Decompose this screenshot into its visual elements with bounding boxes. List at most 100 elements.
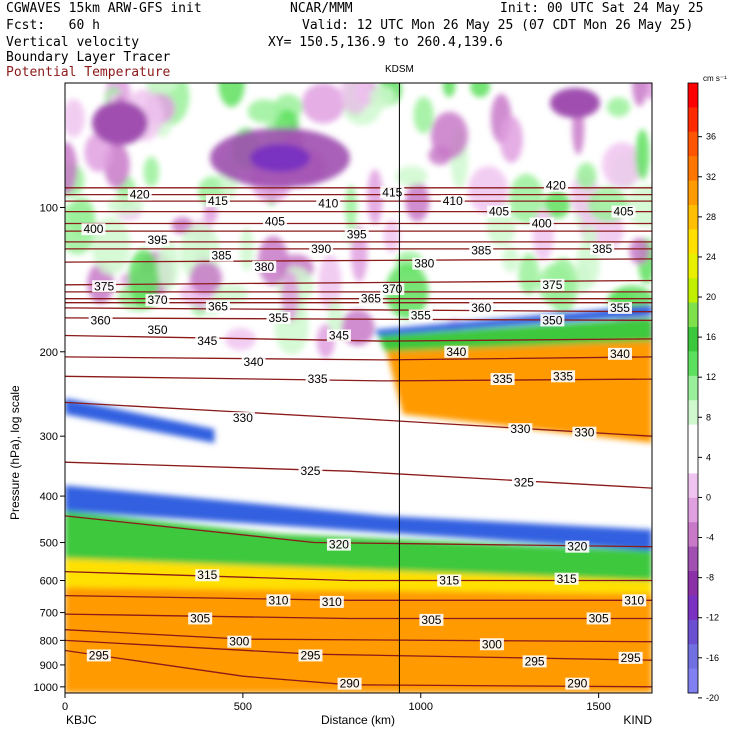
theta-label-385: 385 bbox=[212, 249, 232, 263]
theta-label-360: 360 bbox=[471, 301, 491, 315]
theta-label-bg bbox=[543, 179, 568, 192]
theta-contour-315 bbox=[65, 570, 652, 582]
theta-label-bg bbox=[127, 188, 152, 201]
theta-label-350: 350 bbox=[542, 313, 562, 327]
theta-label-bg bbox=[86, 649, 111, 662]
colorbar-swatch bbox=[688, 619, 698, 645]
theta-label-310: 310 bbox=[322, 595, 342, 609]
vv-cell bbox=[368, 85, 396, 109]
theta-contour-345 bbox=[65, 334, 652, 342]
theta-label-405: 405 bbox=[614, 205, 634, 219]
y-tick-label-900: 900 bbox=[40, 660, 58, 672]
vv-cell bbox=[344, 185, 358, 229]
vv-cell bbox=[92, 101, 148, 145]
theta-label-305: 305 bbox=[589, 611, 609, 625]
theta-label-405: 405 bbox=[265, 215, 285, 229]
theta-label-335: 335 bbox=[493, 372, 513, 386]
theta-label-395: 395 bbox=[147, 233, 167, 247]
vv-cell bbox=[203, 202, 218, 225]
theta-label-bg bbox=[188, 612, 213, 625]
theta-label-315: 315 bbox=[197, 568, 217, 582]
theta-label-bg bbox=[88, 314, 113, 327]
theta-label-335: 335 bbox=[308, 372, 328, 386]
colorbar-swatch bbox=[688, 375, 698, 401]
theta-label-420: 420 bbox=[546, 179, 566, 193]
vv-cell bbox=[218, 83, 245, 107]
theta-label-bg bbox=[479, 638, 504, 651]
theta-label-305: 305 bbox=[421, 613, 441, 627]
theta-label-345: 345 bbox=[329, 329, 349, 343]
theta-label-bg bbox=[298, 649, 323, 662]
vv-cell bbox=[395, 166, 428, 187]
theta-label-bg bbox=[266, 311, 291, 324]
theta-label-bg bbox=[380, 186, 405, 199]
y-tick-label-400: 400 bbox=[40, 491, 58, 503]
theta-label-320: 320 bbox=[329, 538, 349, 552]
colorbar-swatch bbox=[688, 229, 698, 255]
theta-label-bg bbox=[195, 569, 220, 582]
theta-label-bg bbox=[607, 301, 632, 314]
x-axis-title: Distance (km) bbox=[321, 713, 395, 727]
colorbar-label-4: 4 bbox=[706, 452, 711, 462]
theta-label-385: 385 bbox=[471, 244, 491, 258]
theta-label-410: 410 bbox=[443, 194, 463, 208]
vv-cell bbox=[602, 142, 643, 188]
colorbar-label--20: -20 bbox=[706, 693, 719, 703]
x-tick-label-1500: 1500 bbox=[586, 701, 610, 713]
x-tick-label-500: 500 bbox=[234, 701, 252, 713]
y-tick-label-100: 100 bbox=[40, 202, 58, 214]
theta-label-370: 370 bbox=[382, 282, 402, 296]
theta-label-bg bbox=[444, 345, 469, 358]
theta-label-385: 385 bbox=[592, 242, 612, 256]
theta-label-365: 365 bbox=[208, 300, 228, 314]
theta-label-355: 355 bbox=[411, 308, 431, 322]
colorbar-swatch bbox=[688, 522, 698, 548]
vv-cell bbox=[430, 111, 469, 160]
theta-label-305: 305 bbox=[190, 611, 210, 625]
theta-label-bg bbox=[266, 594, 291, 607]
colorbar-swatch bbox=[688, 571, 698, 596]
theta-label-bg bbox=[305, 373, 330, 386]
y-tick-label-500: 500 bbox=[40, 538, 58, 550]
theta-label-bg bbox=[440, 195, 465, 208]
colorbar-label-24: 24 bbox=[706, 252, 716, 262]
theta-label-bg bbox=[145, 234, 170, 247]
theta-label-395: 395 bbox=[347, 228, 367, 242]
vv-cell bbox=[385, 263, 429, 319]
theta-label-bg bbox=[92, 280, 117, 293]
theta-contour-330 bbox=[65, 401, 652, 437]
theta-label-bg bbox=[572, 426, 597, 439]
vv-cell bbox=[576, 162, 597, 190]
valid-time: Valid: 12 UTC Mon 26 May 25 (07 CDT Mon … bbox=[302, 18, 694, 33]
theta-label-315: 315 bbox=[439, 573, 459, 587]
colorbar-unit: cm s⁻¹ bbox=[703, 74, 727, 83]
theta-label-330: 330 bbox=[510, 422, 530, 436]
theta-label-290: 290 bbox=[567, 677, 587, 691]
colorbar-swatch bbox=[688, 278, 698, 304]
left-station-label: KBJC bbox=[66, 713, 97, 727]
vv-cell bbox=[499, 115, 523, 163]
theta-contour-labels: 290 290 295 295 295 295 300 300 305 305 305 310 310 3… bbox=[81, 179, 647, 691]
vv-cell bbox=[301, 83, 345, 124]
theta-label-bg bbox=[205, 300, 230, 313]
colorbar-label-0: 0 bbox=[706, 492, 711, 502]
band-lower bbox=[65, 558, 652, 594]
theta-label-375: 375 bbox=[94, 279, 114, 293]
band-upper bbox=[65, 398, 215, 444]
theta-contour-310 bbox=[65, 594, 652, 601]
theta-label-340: 340 bbox=[446, 345, 466, 359]
field-potential-temperature: Potential Temperature bbox=[6, 65, 171, 80]
vv-cell bbox=[250, 144, 310, 172]
vv-cell bbox=[128, 249, 160, 308]
colorbar-swatch bbox=[688, 644, 698, 670]
init-time: Init: 00 UTC Sat 24 May 25 bbox=[500, 1, 704, 16]
theta-label-365: 365 bbox=[361, 292, 381, 306]
station-marker-label: KDSM bbox=[385, 64, 414, 75]
theta-label-bg bbox=[408, 309, 433, 322]
band-lower bbox=[65, 485, 652, 551]
theta-contour-290 bbox=[65, 649, 652, 688]
theta-label-bg bbox=[230, 412, 255, 425]
colorbar-swatch bbox=[688, 351, 698, 377]
theta-label-300: 300 bbox=[229, 635, 249, 649]
